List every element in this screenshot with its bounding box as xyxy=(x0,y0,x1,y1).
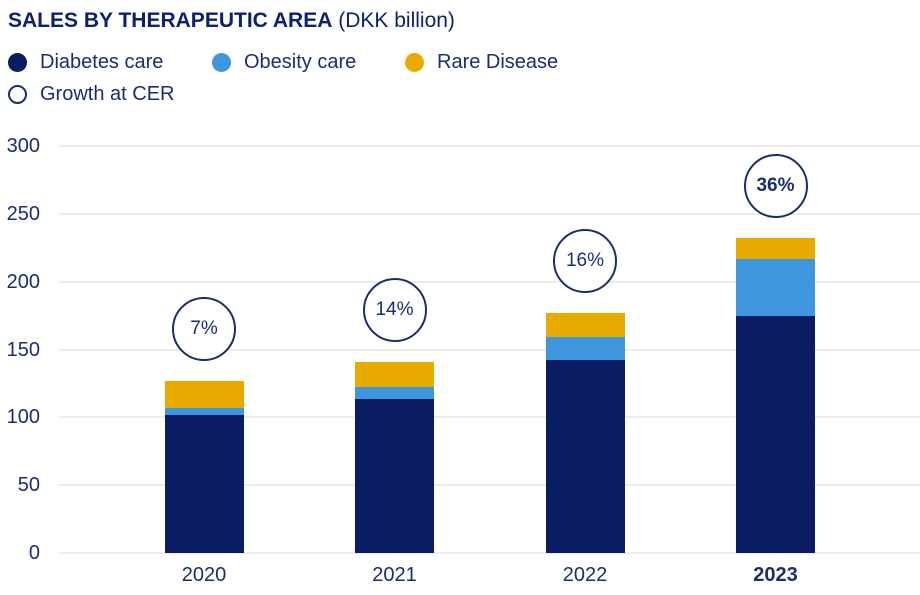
growth-at-cer-badge-2021: 14% xyxy=(362,278,427,343)
gridline-200 xyxy=(59,280,920,283)
bar-segment-2020-obesity-care xyxy=(164,407,244,416)
y-axis-tick-label: 250 xyxy=(6,202,40,225)
legend-item-growth-at-cer: Growth at CER xyxy=(8,81,174,107)
bar-segment-2021-diabetes-care xyxy=(355,398,434,553)
bar-2020 xyxy=(164,380,244,553)
bar-segment-2021-obesity-care xyxy=(355,387,434,399)
x-axis-label-2022: 2022 xyxy=(562,564,608,586)
y-axis-tick-label: 300 xyxy=(6,135,40,157)
growth-at-cer-badge-2020: 7% xyxy=(172,296,236,361)
bar-segment-2021-rare-disease xyxy=(355,362,434,388)
bar-segment-2023-diabetes-care xyxy=(736,315,815,553)
x-axis-label-2021: 2021 xyxy=(372,564,417,586)
bar-2022 xyxy=(545,312,625,553)
bar-segment-2020-rare-disease xyxy=(164,380,244,408)
legend-label: Obesity care xyxy=(244,51,357,73)
gridline-50 xyxy=(59,484,920,487)
diabetes-care-swatch-icon xyxy=(8,52,27,72)
legend-item-obesity-care: Obesity care xyxy=(212,49,356,75)
bar-segment-2022-obesity-care xyxy=(545,336,625,360)
growth-at-cer-value: 14% xyxy=(375,299,414,321)
bar-2023 xyxy=(736,237,815,553)
bar-segment-2020-diabetes-care xyxy=(164,415,244,553)
chart-title: SALES BY THERAPEUTIC AREA (DKK billion) xyxy=(8,8,455,34)
rare-disease-swatch-icon xyxy=(405,52,424,72)
y-axis-tick-label: 0 xyxy=(28,542,40,564)
bar-segment-2023-rare-disease xyxy=(736,237,815,260)
legend-label: Diabetes care xyxy=(40,51,164,73)
legend-label: Rare Disease xyxy=(437,51,559,73)
bar-segment-2022-diabetes-care xyxy=(545,359,625,553)
gridline-100 xyxy=(59,416,920,419)
y-axis-tick-label: 50 xyxy=(17,474,40,497)
gridline-250 xyxy=(59,212,920,215)
growth-at-cer-badge-2022: 16% xyxy=(553,228,617,293)
growth-at-cer-circle-icon xyxy=(8,84,27,104)
y-axis-tick-label: 200 xyxy=(6,270,40,293)
growth-at-cer-value: 16% xyxy=(565,249,605,271)
x-axis-label-2023: 2023 xyxy=(753,564,798,586)
legend-item-diabetes-care: Diabetes care xyxy=(8,49,163,75)
legend-label: Growth at CER xyxy=(40,83,175,105)
growth-at-cer-badge-2023: 36% xyxy=(743,153,808,218)
bar-2021 xyxy=(355,362,434,553)
growth-at-cer-value: 36% xyxy=(756,174,795,196)
x-axis-label-2020: 2020 xyxy=(181,564,227,586)
bar-segment-2022-rare-disease xyxy=(545,312,625,337)
growth-at-cer-value: 7% xyxy=(190,317,218,339)
legend-item-rare-disease: Rare Disease xyxy=(405,49,558,75)
obesity-care-swatch-icon xyxy=(212,52,231,72)
y-axis-tick-label: 100 xyxy=(6,406,40,429)
chart-unit-label: (DKK billion) xyxy=(338,9,455,32)
gridline-300 xyxy=(59,145,920,147)
y-axis-tick-label: 150 xyxy=(6,338,40,361)
gridline-0 xyxy=(59,552,920,554)
bar-segment-2023-obesity-care xyxy=(736,259,815,316)
chart-title-text: SALES BY THERAPEUTIC AREA xyxy=(8,9,333,32)
gridline-150 xyxy=(59,348,920,351)
